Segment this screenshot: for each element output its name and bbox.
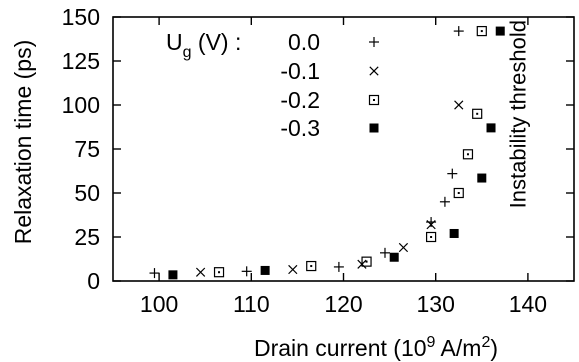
x-tick-label: 140 [509,291,547,317]
series-box [213,25,487,278]
data-point [472,108,483,119]
legend-marker [369,123,379,133]
y-tick-label: 0 [87,268,100,294]
x-tick-label: 130 [417,291,455,317]
data-point [449,228,459,238]
threshold-label: Instability threshold [505,20,530,208]
legend: Ug (V) : 0.0 -0.1 -0.2-0.3 [166,29,380,141]
data-point [426,220,436,230]
legend-title: Ug (V) : [166,29,241,61]
data-point [306,260,317,272]
legend-marker [368,94,380,106]
y-axis-label: Relaxation time (ps) [10,40,36,245]
data-point [495,26,505,36]
instability-threshold: Instability threshold [505,20,530,208]
y-tick-label: 100 [62,92,100,118]
data-point [447,168,458,179]
data-point [486,123,496,133]
data-point [389,252,399,262]
data-point [476,25,487,37]
y-tick-label: 25 [74,224,100,250]
data-point [288,264,298,275]
data-point [241,266,252,277]
y-tick-label: 50 [74,180,100,206]
data-point [426,217,437,228]
data-point [462,149,474,160]
legend-label: -0.2 [280,87,320,113]
axis-ticks [113,16,574,282]
data-marks [149,25,505,280]
data-point [260,265,270,275]
data-point [213,267,225,278]
legend-label: -0.1 [280,58,320,84]
data-point [477,173,487,183]
x-tick-label: 120 [324,291,362,317]
series-cross [195,100,464,277]
data-point [425,231,437,243]
x-tick-label: 110 [233,291,270,317]
series-filled-box [168,26,505,280]
legend-marker [369,37,379,47]
data-point [149,268,160,279]
data-point [361,256,372,267]
y-tick-label: 75 [74,136,100,162]
data-point [453,26,464,37]
legend-marker [369,66,379,76]
data-point [453,187,464,199]
data-point [379,247,390,258]
data-point [168,270,178,280]
data-point [333,261,344,272]
data-point [454,100,464,110]
data-point [195,267,206,277]
legend-label: 0.0 [288,29,320,55]
y-tick-label: 150 [62,4,100,30]
data-point [398,242,409,253]
tick-labels: 100 110 120 130 140 0 25 50 75 100 125 150 [62,4,547,317]
y-tick-label: 125 [62,48,100,74]
legend-label: -0.3 [280,115,320,141]
x-axis-label: Drain current (109 A/m2) [254,334,498,361]
data-point [439,196,450,207]
x-tick-label: 100 [140,291,178,317]
